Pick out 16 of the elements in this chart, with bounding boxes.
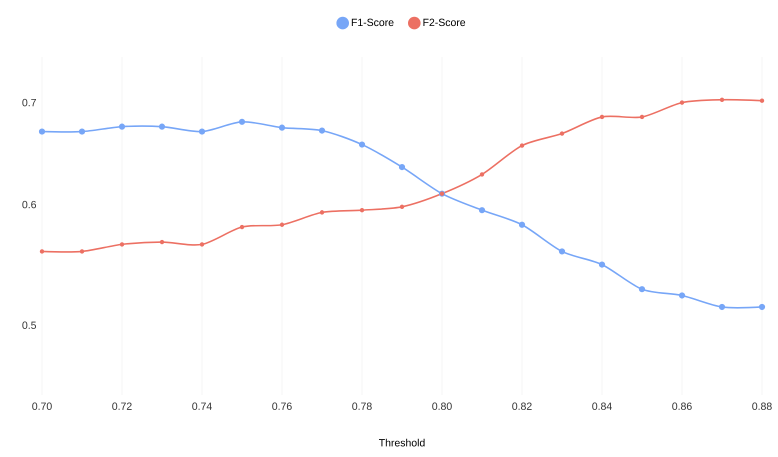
x-axis-title: Threshold <box>378 438 425 446</box>
x-tick-label: 0.86 <box>672 402 692 410</box>
y-tick-label: 0.5 <box>22 322 36 329</box>
x-tick-label: 0.78 <box>352 402 372 410</box>
legend-label: F2-Score <box>423 18 466 26</box>
x-tick-label: 0.80 <box>432 402 452 410</box>
y-tick-label: 0.6 <box>22 200 36 208</box>
x-tick-label: 0.82 <box>512 402 532 410</box>
legend-label: F1-Score <box>352 18 394 26</box>
x-tick-label: 0.74 <box>192 402 212 410</box>
x-tick-label: 0.76 <box>272 402 292 410</box>
x-tick-label: 0.88 <box>752 402 772 410</box>
x-tick-label: 0.84 <box>592 402 612 410</box>
x-tick-label: 0.70 <box>32 402 52 410</box>
y-tick-label: 0.7 <box>22 98 36 106</box>
x-tick-label: 0.72 <box>112 402 132 410</box>
